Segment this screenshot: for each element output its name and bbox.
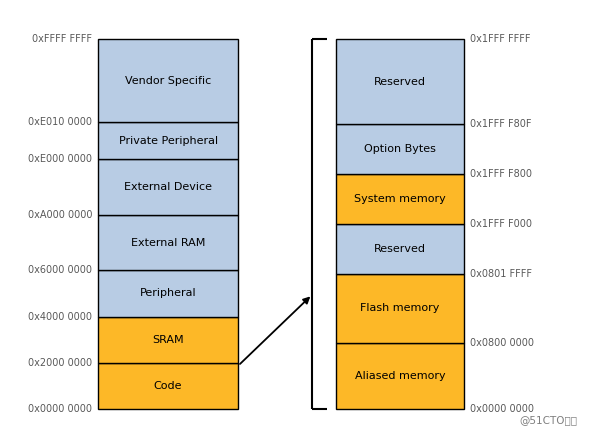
Text: 0x0800 0000: 0x0800 0000 [470,338,534,348]
Text: Peripheral: Peripheral [140,288,196,298]
Text: Reserved: Reserved [374,244,426,254]
Text: 0x6000 0000: 0x6000 0000 [28,265,92,275]
Text: Flash memory: Flash memory [361,303,440,313]
Text: 0x0801 FFFF: 0x0801 FFFF [470,269,532,279]
Bar [336,224,464,274]
Bar [98,317,238,363]
Bar [336,274,464,343]
Bar [98,270,238,317]
Text: System memory: System memory [354,194,446,204]
Text: External Device: External Device [124,182,212,192]
Text: Vendor Specific: Vendor Specific [125,76,211,86]
Bar [336,39,464,124]
Text: 0x0000 0000: 0x0000 0000 [28,404,92,414]
Text: External RAM: External RAM [131,238,205,248]
Text: 0xFFFF FFFF: 0xFFFF FFFF [32,34,92,44]
Bar [336,343,464,409]
Text: 0x1FFF FFFF: 0x1FFF FFFF [470,34,531,44]
Bar [98,159,238,215]
Bar [98,215,238,270]
Text: 0x1FFF F000: 0x1FFF F000 [470,219,532,229]
Bar [336,124,464,174]
Text: 0x1FFF F800: 0x1FFF F800 [470,169,532,179]
Bar [336,174,464,224]
Bar [98,363,238,409]
Bar [98,39,238,122]
Text: 0x4000 0000: 0x4000 0000 [28,312,92,322]
Text: 0xE000 0000: 0xE000 0000 [28,154,92,164]
Text: 0xE010 0000: 0xE010 0000 [28,117,92,127]
Text: Aliased memory: Aliased memory [355,371,446,381]
Text: 0x1FFF F80F: 0x1FFF F80F [470,119,531,129]
Text: 0x2000 0000: 0x2000 0000 [28,358,92,368]
Text: Reserved: Reserved [374,77,426,87]
Text: Option Bytes: Option Bytes [364,144,436,154]
Text: Code: Code [154,381,182,391]
Text: SRAM: SRAM [152,335,184,345]
Bar [98,122,238,159]
Text: Private Peripheral: Private Peripheral [118,136,218,146]
Text: 0xA000 0000: 0xA000 0000 [28,210,92,220]
Text: @51CTO博客: @51CTO博客 [519,415,577,425]
Text: 0x0000 0000: 0x0000 0000 [470,404,534,414]
